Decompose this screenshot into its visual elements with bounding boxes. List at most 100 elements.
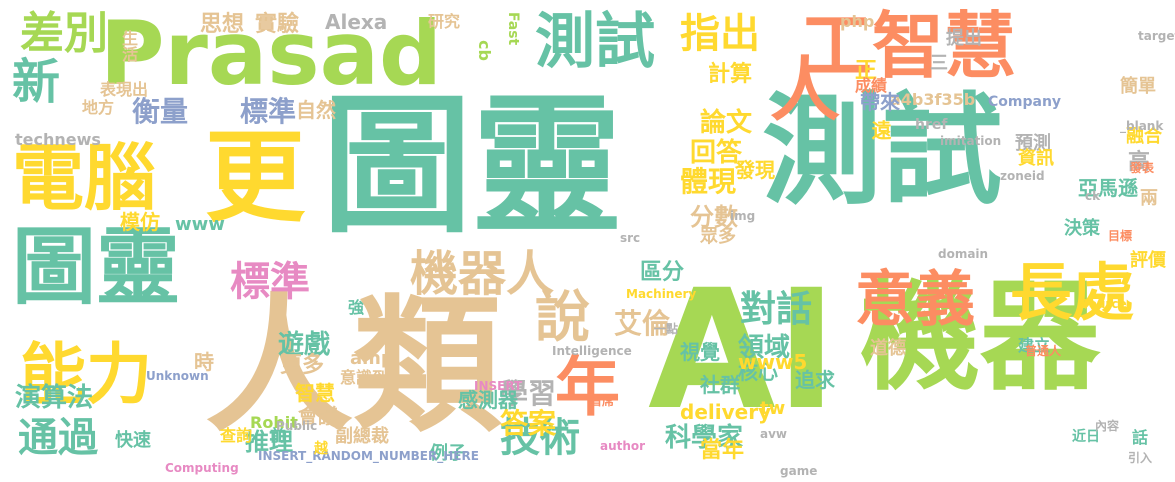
cloud-word: 提出	[946, 28, 982, 49]
cloud-word: 決策	[1064, 218, 1100, 239]
cloud-word: 更	[205, 119, 305, 236]
cloud-word: 實驗	[255, 12, 300, 37]
cloud-word: 追求	[795, 368, 835, 392]
cloud-word: Machinery	[626, 287, 697, 301]
cloud-word: INSERT	[474, 379, 523, 393]
cloud-word: 智慧	[295, 381, 335, 405]
cloud-word: ck	[1085, 189, 1101, 203]
cloud-word: 艾倫	[614, 307, 671, 340]
cloud-word: 機器	[860, 268, 1100, 407]
cloud-word: 簡單	[1120, 76, 1156, 97]
cloud-word: 社群	[700, 373, 740, 397]
cloud-word: 話	[1132, 428, 1149, 447]
cloud-word: 說	[535, 285, 591, 349]
cloud-word: tw	[760, 398, 786, 419]
cloud-word: 眾多	[700, 226, 736, 247]
cloud-word: domain	[938, 247, 989, 261]
cloud-word: 強	[348, 298, 365, 317]
cloud-word: Unknown	[146, 369, 209, 383]
cloud-word: 測試	[535, 7, 655, 77]
cloud-word: 首席	[590, 394, 615, 408]
cloud-word: game	[780, 464, 818, 478]
cloud-word: 遠	[868, 120, 892, 140]
cloud-word: 融合	[1126, 126, 1162, 147]
cloud-word: 長處	[1010, 256, 1135, 329]
cloud-word: 一點	[654, 322, 679, 336]
cloud-word: 當年	[700, 438, 745, 463]
cloud-word: 測試	[762, 82, 1002, 221]
cloud-word: 意義	[855, 265, 975, 335]
cloud-word: 表現出	[100, 80, 149, 99]
cloud-word: 查詢	[220, 426, 253, 445]
cloud-word: 核心	[738, 360, 778, 384]
cloud-word: 正	[851, 58, 876, 80]
cloud-word: 機器人	[410, 246, 555, 302]
cloud-word: 通過	[18, 415, 98, 461]
cloud-word: 視覺	[680, 340, 720, 364]
cloud-word: 意識到	[340, 368, 389, 387]
cloud-word: delivery	[680, 400, 772, 424]
cloud-word: technews	[15, 130, 101, 149]
cloud-word: 工智慧	[800, 4, 1017, 88]
cloud-word: target	[1138, 29, 1175, 43]
cloud-word: 成績	[855, 76, 888, 95]
cloud-word: avw	[760, 427, 788, 441]
cloud-word: 帶來	[860, 90, 900, 114]
cloud-word: 論文	[700, 108, 753, 138]
cloud-word: 評價	[1130, 250, 1166, 271]
cloud-word: 模仿	[120, 210, 160, 234]
cloud-word: Alexa	[325, 10, 388, 34]
cloud-word: 年	[555, 350, 621, 425]
cloud-word: 時	[194, 350, 214, 374]
cloud-word: 更多	[280, 353, 325, 378]
cloud-word: 體現	[680, 165, 737, 198]
cloud-word: 能力	[20, 336, 152, 413]
cloud-word: 人類	[205, 280, 501, 452]
cloud-word: 感測器	[458, 388, 518, 412]
cloud-word: Prasad	[100, 2, 443, 105]
cloud-word: _blank	[1120, 119, 1164, 133]
cloud-word: 三	[930, 53, 948, 74]
cloud-word: 越	[314, 441, 328, 457]
cloud-word: 近日	[1072, 429, 1100, 445]
cloud-word: AI	[648, 254, 838, 446]
cloud-word: Intelligence	[552, 344, 632, 358]
cloud-word: 推理	[245, 428, 293, 456]
cloud-word: a4b3f35b	[890, 90, 976, 109]
cloud-word: img	[730, 209, 756, 223]
cloud-word: 學習	[500, 377, 557, 410]
cloud-word: 快速	[115, 430, 151, 451]
cloud-word: 指出	[680, 11, 760, 57]
cloud-word: 會議	[298, 404, 338, 428]
cloud-word: 差別	[20, 8, 108, 59]
cloud-word: 高	[1128, 150, 1151, 175]
cloud-word: 地方	[82, 98, 115, 117]
cloud-word: imitation	[940, 134, 1002, 148]
cloud-word: 例子	[430, 443, 466, 464]
cloud-word: 引入	[1128, 451, 1153, 465]
cloud-word: zoneid	[1000, 169, 1045, 183]
cloud-word: 資訊	[1018, 148, 1054, 169]
cloud-word: 研究	[428, 12, 461, 31]
cloud-word: 標準	[240, 95, 297, 128]
cloud-word: 標準	[230, 259, 310, 305]
cloud-word: Source	[1080, 297, 1127, 311]
cloud-word: 答案	[500, 407, 557, 440]
cloud-word: INSERT_RANDOM_NUMBER_HERE	[258, 449, 479, 463]
cloud-word: Rohit	[250, 413, 298, 432]
cloud-word: 科學家	[665, 423, 744, 453]
cloud-word: 圖靈	[322, 80, 623, 254]
cloud-word: Company	[988, 94, 1062, 110]
cloud-word: 自然	[296, 98, 336, 122]
cloud-word: 遊戲	[278, 330, 331, 360]
cloud-word: 回答	[690, 138, 743, 168]
cloud-word: 發表	[1130, 161, 1155, 175]
cloud-word: 技術	[500, 415, 580, 461]
cloud-word: 電腦	[12, 136, 157, 220]
cloud-word: 圖靈	[12, 218, 181, 316]
cloud-word: www5	[738, 350, 808, 374]
cloud-word: 內容	[1095, 419, 1120, 433]
cloud-word: Computing	[165, 461, 239, 475]
cloud-word: Fast	[505, 12, 521, 46]
